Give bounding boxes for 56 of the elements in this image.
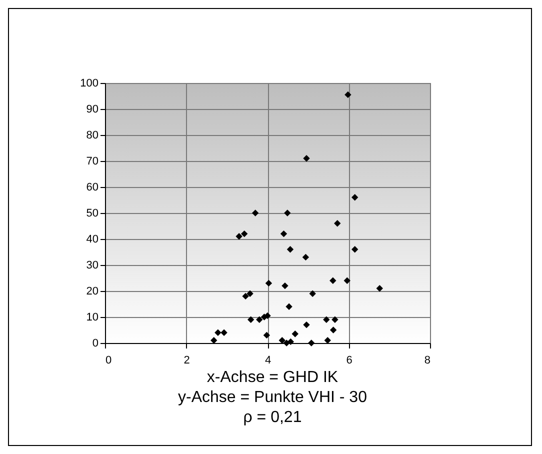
- y-tick-label: 20: [86, 286, 98, 298]
- point: [246, 290, 254, 297]
- point: [242, 292, 249, 300]
- x-tick-label: 6: [346, 354, 352, 366]
- point: [332, 316, 338, 323]
- point: [308, 340, 315, 346]
- text: x-Achse = GHD IK: [206, 368, 340, 388]
- y-tick-label: 30: [86, 260, 98, 272]
- point: [330, 277, 336, 284]
- x-tick-label: 8: [424, 354, 430, 366]
- point: [284, 210, 291, 216]
- x-tick-label: 0: [106, 354, 112, 366]
- point: [280, 230, 288, 238]
- point: [252, 210, 259, 216]
- point: [330, 326, 337, 334]
- point: [256, 316, 263, 323]
- y-tick-label: 0: [92, 338, 98, 350]
- point: [287, 338, 294, 346]
- point: [286, 246, 294, 253]
- point: [344, 91, 352, 98]
- y-tick-label: 60: [86, 182, 98, 194]
- point: [344, 277, 350, 284]
- y-tick-label: 40: [86, 234, 98, 246]
- point: [282, 282, 288, 290]
- y-tick-label: 50: [86, 208, 98, 220]
- point: [240, 230, 248, 238]
- y-tick-label: 10: [86, 312, 98, 324]
- point: [286, 303, 292, 310]
- point: [351, 194, 358, 201]
- point: [214, 329, 222, 336]
- point: [278, 337, 286, 344]
- y-tick-label: 100: [80, 78, 98, 90]
- x-tick-label: 4: [264, 354, 272, 366]
- point: [334, 220, 341, 227]
- point: [324, 337, 331, 344]
- y-tick-label: 90: [86, 104, 98, 116]
- y-tick-label: 80: [86, 130, 98, 142]
- point: [263, 332, 270, 339]
- point: [323, 316, 330, 323]
- point: [265, 280, 272, 287]
- point: [376, 285, 383, 292]
- point: [220, 329, 228, 336]
- point: [309, 290, 316, 297]
- text: y-Achse = Punkte VHI - 30: [177, 388, 368, 408]
- y-tick-label: 70: [86, 156, 98, 168]
- point: [247, 316, 254, 323]
- point: [292, 330, 298, 338]
- point: [303, 155, 310, 162]
- point: [302, 254, 310, 261]
- x-tick-label: 2: [184, 354, 190, 366]
- point: [303, 321, 310, 328]
- point: [210, 337, 218, 344]
- point: [264, 312, 271, 320]
- point: [351, 246, 358, 253]
- text: ρ = 0,21: [242, 408, 303, 428]
- point: [236, 233, 242, 240]
